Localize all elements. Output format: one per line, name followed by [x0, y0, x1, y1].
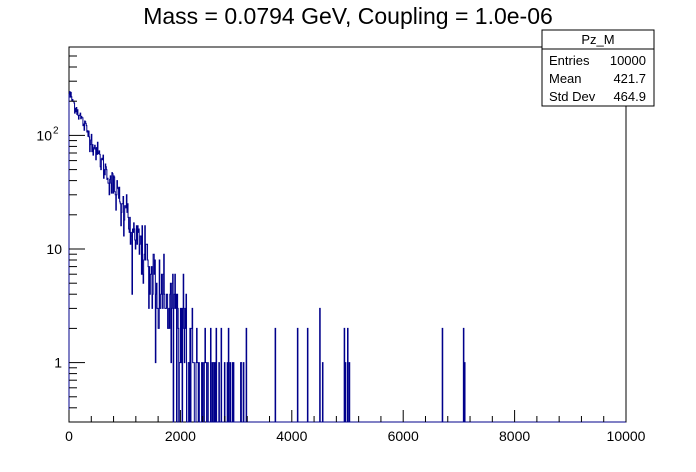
- x-tick-label: 4000: [276, 428, 307, 444]
- x-tick-label: 0: [65, 428, 73, 444]
- stats-box-frame: [541, 29, 655, 107]
- y-tick-label: 10: [36, 127, 52, 143]
- chart-title: Mass = 0.0794 GeV, Coupling = 1.0e-06: [143, 3, 553, 29]
- y-tick-label: 10: [46, 241, 62, 257]
- y-tick-exponent: 2: [53, 125, 59, 136]
- stats-mean-label: Mean: [549, 71, 582, 86]
- histogram-line: [68, 91, 626, 423]
- stats-box: Pz_M Entries 10000 Mean 421.7 Std Dev 46…: [541, 29, 655, 107]
- stats-stddev-value: 464.9: [613, 89, 646, 104]
- stats-entries-label: Entries: [549, 53, 590, 68]
- y-tick-label: 1: [54, 355, 62, 371]
- x-axis: 0 2000 4000 6000 8000 10000: [65, 410, 646, 444]
- stats-entries-value: 10000: [610, 53, 646, 68]
- x-tick-label: 6000: [388, 428, 419, 444]
- x-tick-label: 10000: [607, 428, 646, 444]
- stats-mean-value: 421.7: [613, 71, 646, 86]
- x-tick-label: 2000: [165, 428, 196, 444]
- stats-stddev-label: Std Dev: [549, 89, 596, 104]
- x-tick-label: 8000: [499, 428, 530, 444]
- stats-box-name: Pz_M: [581, 32, 614, 47]
